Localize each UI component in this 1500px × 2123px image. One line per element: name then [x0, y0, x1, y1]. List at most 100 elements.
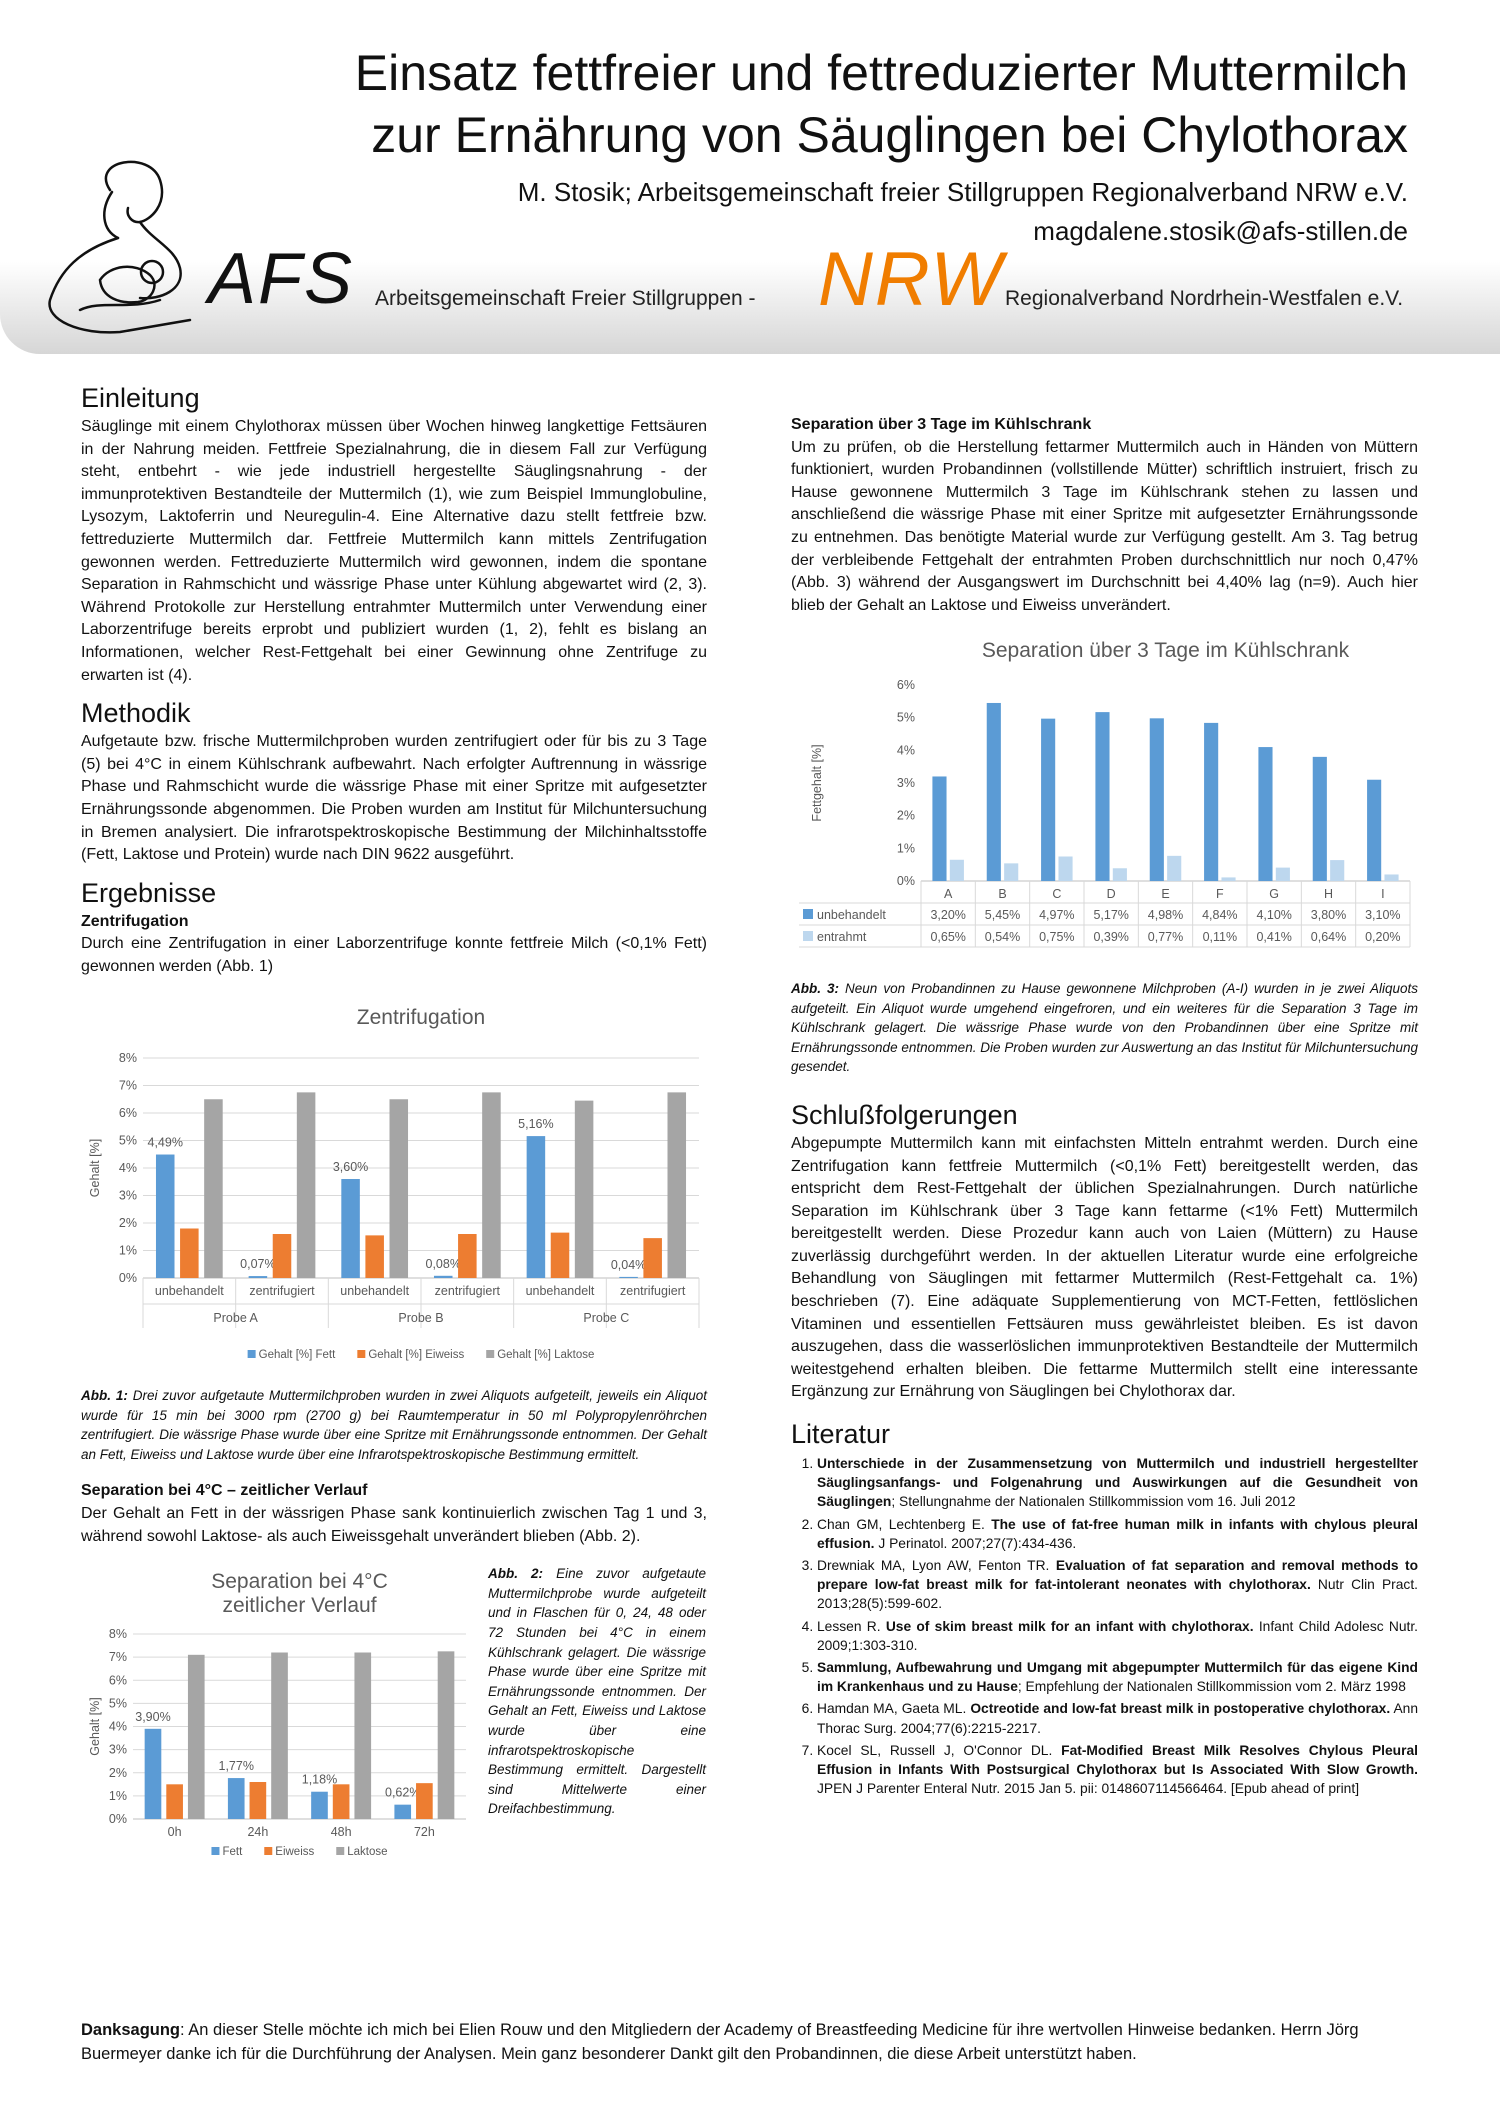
legend-swatch — [486, 1350, 495, 1359]
logo-figure — [48, 160, 192, 334]
reference: Sammlung, Aufbewahrung und Umgang mit ab… — [817, 1658, 1418, 1696]
data-label: 3,60% — [333, 1160, 368, 1174]
y-tick-label: 5% — [119, 1134, 137, 1148]
ref-authors: Hamdan MA, Gaeta ML. — [817, 1701, 967, 1717]
y-tick-label: 4% — [897, 744, 915, 758]
y-tick-label: 2% — [897, 809, 915, 823]
bar — [311, 1791, 328, 1820]
bar — [1367, 780, 1382, 882]
y-tick-label: 4% — [119, 1161, 137, 1175]
y-tick-label: 1% — [109, 1789, 127, 1803]
group-label: Probe B — [398, 1311, 443, 1325]
data-label: 4,49% — [148, 1136, 183, 1150]
table-value: 0,77% — [1148, 930, 1183, 944]
table-value: 4,98% — [1148, 908, 1183, 922]
table-value: 3,80% — [1311, 908, 1346, 922]
y-tick-label: 6% — [109, 1673, 127, 1687]
bar — [986, 703, 1001, 882]
table-value: 4,84% — [1202, 908, 1237, 922]
bar — [389, 1099, 409, 1279]
paragraph: Um zu prüfen, ob die Herstellung fettarm… — [791, 438, 1418, 614]
bar — [354, 1652, 372, 1820]
section-heading: Einleitung — [81, 383, 200, 413]
legend: Gehalt [%] Fett Gehalt [%] Eiweiss Gehalt … — [247, 1349, 594, 1361]
ref-authors: Lessen R. — [817, 1618, 881, 1634]
legend-label: Laktose — [347, 1846, 387, 1858]
bar — [332, 1784, 350, 1820]
logo-nrw: NRW — [818, 237, 1005, 322]
acknowledgement: Danksagung: An dieser Stelle möchte ich … — [81, 2018, 1431, 2066]
logo-text: Arbeitsgemeinschaft Freier Stillgruppen … — [375, 287, 756, 310]
subheading: Separation über 3 Tage im Kühlschrank — [791, 416, 1092, 433]
chart-title: Separation über 3 Tage im Kühlschrank — [982, 639, 1350, 662]
chart-container: Separation über 3 Tage im Kühlschrank 0% 1… — [791, 633, 1418, 971]
table-value: 0,41% — [1256, 930, 1291, 944]
x-tick-label: C — [1052, 887, 1061, 901]
bar — [932, 776, 947, 882]
chart-container: Separation bei 4°C zeitlicher Verlauf 0% 1%… — [81, 1564, 474, 1877]
legend-swatch — [803, 909, 813, 920]
group-label: Probe A — [213, 1311, 258, 1325]
bar — [1330, 860, 1345, 882]
ref-authors: Chan GM, Lechtenberg E. — [817, 1516, 985, 1532]
ref-source: Infant Child Adolesc Nutr. 2009;1:303-31… — [817, 1618, 1419, 1653]
legend-swatch — [264, 1847, 273, 1856]
bar — [1384, 874, 1399, 882]
x-tick-label: I — [1381, 887, 1384, 901]
data-label: 0,62% — [385, 1786, 420, 1800]
ref-source: JPEN J Parenter Enteral Nutr. 2015 Jan 5… — [817, 1781, 1360, 1797]
y-tick-label: 3% — [119, 1189, 137, 1203]
ref-title: Sammlung, Aufbewahrung und Umgang mit ab… — [817, 1660, 1418, 1695]
y-axis-label: Gehalt [%] — [88, 1698, 102, 1756]
bar — [166, 1784, 183, 1820]
y-tick-label: 2% — [119, 1216, 137, 1230]
legend-swatch — [211, 1847, 220, 1856]
ref-source: ; Empfehlung der Nationalen Stillkommiss… — [1017, 1679, 1406, 1695]
y-tick-label: 3% — [109, 1743, 127, 1757]
bar — [1149, 718, 1164, 882]
x-tick-label: zentrifugiert — [249, 1284, 315, 1298]
ref-title: The use of fat-free human milk in infant… — [817, 1516, 1418, 1551]
y-axis-label: Fettgehalt [%] — [810, 745, 824, 822]
reference: Kocel SL, Russell J, O'Connor DL. Fat-Mo… — [817, 1741, 1418, 1799]
chart-container: Zentrifugation 0% 1% 2% 3% 4% 5% 6% 7% 8% Gehalt [… — [81, 1000, 707, 1380]
caption-text: Neun von Probandinnen zu Hause gewonnene… — [791, 980, 1418, 1075]
header-band — [0, 262, 1500, 354]
y-tick-label: 4% — [109, 1720, 127, 1734]
table-value: 5,17% — [1093, 908, 1128, 922]
reference: Lessen R. Use of skim breast milk for an… — [817, 1617, 1418, 1655]
bar — [248, 1276, 268, 1279]
x-tick-label: 24h — [247, 1825, 268, 1839]
bar — [667, 1092, 687, 1279]
bar — [949, 860, 964, 882]
x-tick-label: 48h — [331, 1825, 352, 1839]
y-tick-label: 5% — [897, 711, 915, 725]
legend-swatch — [803, 931, 813, 942]
bar — [249, 1782, 267, 1820]
data-label: 0,04% — [611, 1258, 646, 1272]
title-line: Einsatz fettfreier und fettreduzierter M… — [354, 45, 1408, 101]
table-value: 0,20% — [1365, 930, 1400, 944]
paragraph: Der Gehalt an Fett in der wässrigen Phas… — [81, 1505, 707, 1545]
caption-text: Drei zuvor aufgetaute Muttermilchproben … — [81, 1388, 708, 1462]
legend-swatch — [336, 1847, 345, 1856]
paragraph: Säuglinge mit einem Chylothorax müssen ü… — [81, 418, 707, 684]
section-heading: Schlußfolgerungen — [791, 1099, 1018, 1130]
legend: Fett Eiweiss Laktose — [211, 1846, 388, 1858]
x-tick-label: zentrifugiert — [435, 1284, 501, 1298]
bar — [1258, 747, 1273, 882]
y-tick-label: 8% — [109, 1627, 127, 1641]
x-tick-label: D — [1107, 887, 1116, 901]
ref-title: Use of skim breast milk for an infant wi… — [885, 1618, 1254, 1634]
x-tick-label: G — [1269, 887, 1279, 901]
chart: Zentrifugation 0% 1% 2% 3% 4% 5% 6% 7% 8% Gehalt [… — [88, 1006, 700, 1361]
bar — [155, 1154, 175, 1279]
bar — [550, 1233, 570, 1279]
chart-title: Zentrifugation — [357, 1006, 485, 1029]
y-tick-label: 0% — [897, 874, 915, 888]
bar — [1167, 856, 1182, 882]
bar — [458, 1234, 477, 1279]
legend-swatch — [357, 1350, 366, 1359]
ref-title: Fat-Modified Breast Milk Resolves Chylou… — [817, 1742, 1418, 1778]
